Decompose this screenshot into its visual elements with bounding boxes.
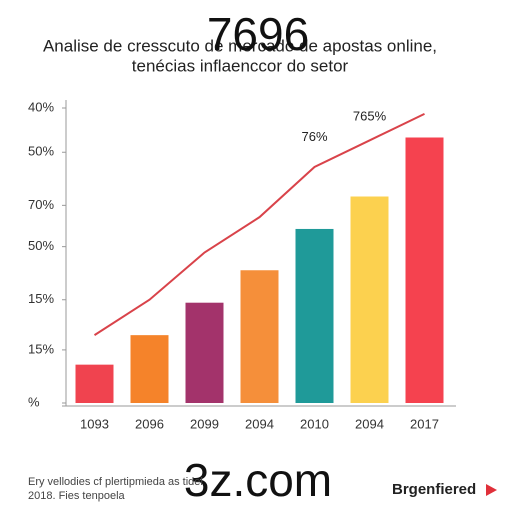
bar: [350, 196, 389, 403]
footer-note: 2018. Fies tenpoela: [28, 490, 126, 502]
brand-icon: [486, 484, 497, 496]
y-tick-label: 15%: [28, 291, 54, 306]
bar: [75, 364, 114, 403]
x-tick-label: 2094: [355, 416, 384, 431]
bar: [240, 270, 279, 403]
y-tick-label: 50%: [28, 144, 54, 159]
trend-line: [93, 112, 425, 336]
y-tick-label: 70%: [28, 197, 54, 212]
overlay-top: 7696: [207, 8, 309, 60]
x-tick-label: 2096: [135, 416, 164, 431]
annotation: 76%: [301, 129, 327, 144]
x-tick-label: 2099: [190, 416, 219, 431]
x-tick-label: 1093: [80, 416, 109, 431]
y-tick-label: %: [28, 394, 40, 409]
x-tick-label: 2017: [410, 416, 439, 431]
overlay-bottom: 3z.com: [184, 454, 332, 506]
footer-note: Ery vellodies cf plertipmieda as tidel: [28, 476, 203, 488]
y-tick-label: 50%: [28, 238, 54, 253]
bar: [130, 335, 169, 403]
bar: [405, 137, 444, 403]
annotation: 765%: [353, 108, 387, 123]
y-tick-label: 15%: [28, 341, 54, 356]
brand: Brgenfiered: [392, 481, 476, 498]
chart-title: Analise de cresscuto de mercado de apost…: [43, 36, 437, 55]
bar: [295, 228, 334, 403]
x-tick-label: 2010: [300, 416, 329, 431]
y-tick-label: 40%: [28, 99, 54, 114]
chart-subtitle: tenécias inflaenccor do setor: [132, 56, 349, 75]
bar: [185, 302, 224, 403]
x-tick-label: 2094: [245, 416, 274, 431]
